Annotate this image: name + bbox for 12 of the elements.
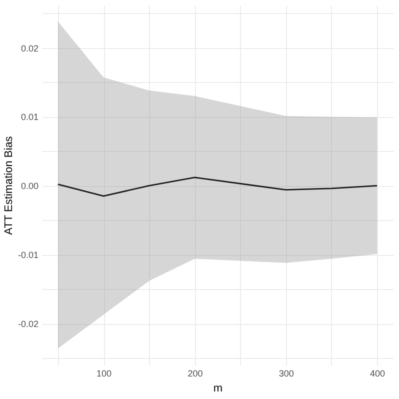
y-tick-label: -0.02 <box>18 319 38 330</box>
x-axis-title: m <box>213 382 223 394</box>
x-tick-label: 100 <box>96 368 112 378</box>
line-series <box>57 176 378 197</box>
y-tick-label: 0.01 <box>20 112 38 122</box>
x-tick-label: 400 <box>370 368 386 378</box>
y-tick-label: 0.00 <box>20 181 38 192</box>
y-tick-label: 0.02 <box>20 43 38 54</box>
x-tick-label: 200 <box>188 368 203 378</box>
y-axis-title: ATT Estimation Bias <box>2 136 15 235</box>
x-tick-label: 300 <box>278 368 294 378</box>
y-tick-label: -0.01 <box>18 250 38 260</box>
